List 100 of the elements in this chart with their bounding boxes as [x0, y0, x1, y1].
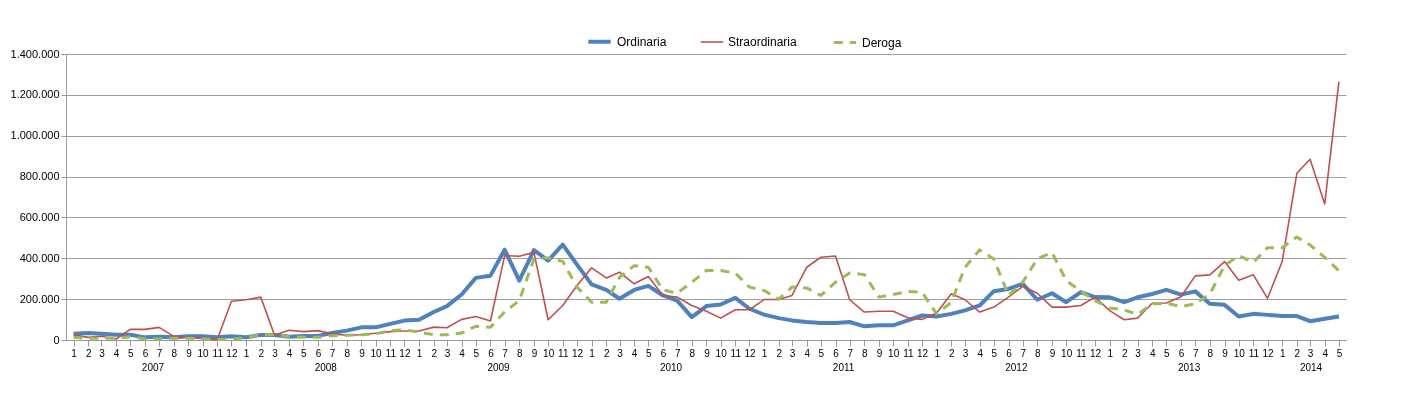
x-tick-label: 12 [1089, 347, 1102, 359]
y-tick-label: 600.000 [19, 210, 60, 223]
x-tick-label: 5 [128, 347, 134, 359]
x-tick-label: 2 [431, 347, 438, 359]
x-tick-label: 11 [903, 347, 914, 359]
line-series [72, 80, 1340, 341]
text: 2009 [487, 361, 511, 373]
x-tick-label: 3 [272, 347, 279, 359]
x-tick-label: 4 [1149, 347, 1156, 359]
x-tick-label: 9 [1222, 347, 1229, 359]
x-tick-label: 5 [1336, 347, 1343, 359]
x-tick-label: 5 [473, 347, 480, 359]
text: 2008 [314, 361, 338, 373]
x-tick-label: 9 [876, 347, 883, 359]
x-tick-label: 7 [1020, 347, 1027, 359]
x-tick-label: 3 [99, 347, 106, 359]
y-tick-label: 1.400.000 [10, 47, 60, 60]
x-tick-label: 2 [603, 347, 610, 359]
x-tick-label: 5 [301, 347, 307, 359]
x-tick-label: 7 [1192, 347, 1199, 359]
x-tick-label: 10 [197, 347, 210, 359]
x-tick-label: 5 [1164, 347, 1171, 359]
x-tick-label: 10 [715, 347, 728, 359]
x-tick-label: 4 [804, 347, 811, 359]
legend-label: Ordinaria [617, 34, 667, 49]
x-tick-label: 6 [833, 347, 840, 359]
x-tick-label: 1 [589, 347, 596, 359]
x-tick-label: 10 [370, 347, 383, 359]
x-tick-label: 8 [517, 347, 524, 359]
x-tick-label: 4 [1322, 347, 1329, 359]
x-tick-label: 3 [962, 347, 969, 359]
x-tick-label: 12 [1262, 347, 1275, 359]
x-tick-label: 11 [385, 347, 397, 359]
x-tick-label: 12 [399, 347, 411, 359]
x-tick-label: 7 [329, 347, 336, 359]
x-tick-label: 7 [674, 347, 681, 359]
x-tick-label: 3 [1135, 347, 1142, 359]
x-tick-label: 10 [888, 347, 900, 359]
x-tick-label: 12 [744, 347, 756, 359]
legend-label: Deroga [862, 35, 902, 50]
y-tick-label: 1.000.000 [10, 129, 60, 142]
x-tick-label: 3 [444, 347, 451, 359]
x-tick-label: 1 [761, 347, 768, 359]
x-tick-label: 7 [502, 347, 509, 359]
x-tick-label: 1 [934, 347, 941, 359]
x-tick-label: 12 [571, 347, 584, 359]
x-tick-label: 11 [1076, 347, 1087, 359]
x-tick-label: 3 [789, 347, 796, 359]
x-tick-label: 2 [776, 347, 783, 359]
x-tick-label: 9 [359, 347, 366, 359]
x-tick-label: 6 [660, 347, 667, 359]
x-tick-label: 2 [949, 347, 956, 359]
text: 2013 [1177, 361, 1201, 373]
legend-label: Straordinaria [728, 35, 798, 49]
x-tick-label: 10 [543, 347, 555, 359]
x-tick-label: 6 [1006, 347, 1013, 359]
x-tick-label: 10 [1061, 347, 1073, 359]
x-tick-label: 6 [142, 347, 149, 359]
x-tick-label: 1 [1107, 347, 1114, 359]
x-tick-label: 7 [156, 347, 163, 359]
x-tick-label: 2 [258, 347, 265, 359]
x-tick-label: 10 [1233, 347, 1246, 359]
text: 2012 [1005, 361, 1028, 373]
x-tick-label: 6 [315, 347, 322, 359]
y-tick-label: 0 [53, 333, 60, 346]
y-tick-label: 200.000 [19, 292, 60, 305]
x-tick-label: 11 [558, 347, 569, 359]
x-tick-label: 2 [1122, 347, 1129, 359]
x-tick-label: 1 [416, 347, 423, 359]
text: 2010 [659, 361, 683, 373]
y-tick-label: 800.000 [19, 170, 60, 183]
y-tick-label: 1.200.000 [10, 88, 60, 101]
x-tick-label: 9 [186, 347, 193, 359]
text: 2014 [1299, 361, 1323, 373]
x-tick-label: 8 [862, 347, 869, 359]
text: 2011 [832, 361, 855, 373]
x-tick-label: 1 [71, 347, 78, 359]
x-tick-label: 2 [1294, 347, 1301, 359]
text: 2007 [141, 361, 165, 373]
x-tick-label: 9 [1049, 347, 1056, 359]
x-tick-label: 12 [226, 347, 238, 359]
x-tick-label: 8 [1035, 347, 1042, 359]
x-tick-label: 6 [1178, 347, 1185, 359]
x-tick-label: 8 [171, 347, 178, 359]
x-tick-label: 9 [531, 347, 538, 359]
x-tick-label: 8 [344, 347, 351, 359]
x-tick-label: 1 [243, 347, 250, 359]
x-tick-label: 4 [977, 347, 984, 359]
x-tick-label: 4 [459, 347, 466, 359]
x-tick-label: 11 [730, 347, 742, 359]
x-tick-label: 5 [991, 347, 998, 359]
y-tick-label: 400.000 [19, 251, 60, 264]
x-tick-label: 6 [488, 347, 495, 359]
x-tick-label: 3 [1307, 347, 1314, 359]
x-tick-label: 3 [617, 347, 624, 359]
x-tick-label: 11 [1248, 347, 1260, 359]
x-tick-label: 5 [646, 347, 653, 359]
x-tick-label: 4 [631, 347, 638, 359]
x-tick-label: 9 [704, 347, 711, 359]
x-tick-label: 8 [689, 347, 696, 359]
